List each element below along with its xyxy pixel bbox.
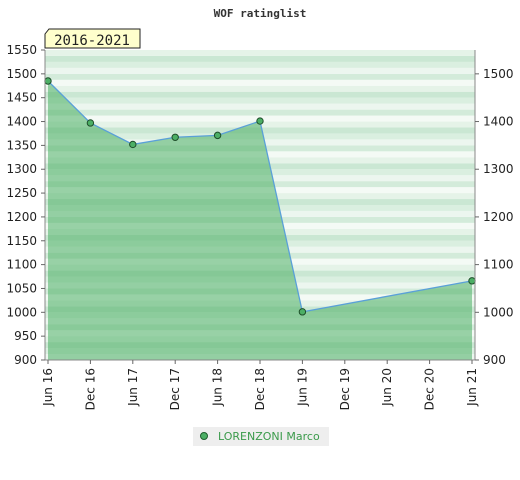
period-badge: 2016-2021 — [44, 28, 141, 49]
chart-title: WOF ratinglist — [214, 7, 307, 20]
legend-label: LORENZONI Marco — [218, 430, 320, 443]
background-band — [45, 85, 475, 92]
data-point — [44, 77, 52, 85]
y-tick-label-right: 1500 — [483, 67, 514, 81]
y-tick-label-left: 1250 — [6, 186, 37, 200]
background-band — [45, 73, 475, 80]
background-band — [45, 55, 475, 62]
background-band — [45, 97, 475, 104]
y-tick-label-left: 1450 — [6, 91, 37, 105]
legend-marker — [200, 432, 208, 440]
area-layer — [47, 80, 473, 360]
data-point — [256, 117, 264, 125]
x-tick-label: Jun 19 — [295, 368, 309, 407]
y-tick-label-left: 1350 — [6, 138, 37, 152]
background-band — [45, 79, 475, 86]
y-tick-label-left: 900 — [14, 353, 37, 367]
y-tick-label-right: 1300 — [483, 162, 514, 176]
x-tick-label: Jun 21 — [465, 368, 479, 407]
y-tick-label-right: 900 — [483, 353, 506, 367]
y-tick-label-left: 1300 — [6, 162, 37, 176]
background-band — [45, 50, 475, 56]
y-tick-label-left: 1200 — [6, 210, 37, 224]
y-tick-label-right: 1200 — [483, 210, 514, 224]
period-badge-text: 2016-2021 — [54, 33, 130, 49]
y-tick-label-right: 1100 — [483, 258, 514, 272]
legend: LORENZONI Marco — [193, 427, 329, 446]
background-band — [45, 91, 475, 98]
x-tick-label: Jun 16 — [41, 368, 55, 407]
x-tick-label: Jun 18 — [211, 368, 225, 407]
background-band — [45, 61, 475, 68]
y-tick-label-left: 1000 — [6, 305, 37, 319]
axes-layer: 900 950 1000 1050 1100 1150 1200 1250 1300 1350 14… — [6, 43, 513, 410]
x-tick-label: Dec 18 — [253, 368, 267, 410]
y-tick-label-right: 1000 — [483, 305, 514, 319]
data-point — [171, 133, 179, 141]
x-tick-label: Dec 20 — [423, 368, 437, 410]
background-band — [45, 67, 475, 74]
x-tick-label: Jun 17 — [126, 368, 140, 407]
points-layer — [44, 77, 476, 316]
y-tick-label-left: 1050 — [6, 281, 37, 295]
y-tick-label-left: 1550 — [6, 43, 37, 57]
data-point — [298, 308, 307, 316]
y-tick-label-left: 1100 — [6, 258, 37, 272]
y-tick-label-left: 1500 — [6, 67, 37, 81]
x-tick-label: Dec 16 — [83, 368, 97, 410]
x-tick-label: Jun 20 — [380, 368, 394, 407]
series-line — [47, 80, 473, 313]
data-point — [86, 119, 95, 127]
x-tick-label: Dec 19 — [338, 368, 352, 410]
background-band — [45, 109, 475, 116]
data-point — [468, 277, 476, 285]
data-point — [129, 140, 137, 149]
y-tick-label-left: 950 — [14, 329, 37, 343]
y-tick-label-left: 1150 — [6, 234, 37, 248]
y-tick-label-right: 1400 — [483, 115, 514, 129]
data-point — [213, 131, 222, 140]
x-tick-label: Dec 17 — [168, 368, 182, 410]
series-area — [48, 81, 472, 360]
y-tick-label-left: 1400 — [6, 115, 37, 129]
background-band — [45, 103, 475, 110]
